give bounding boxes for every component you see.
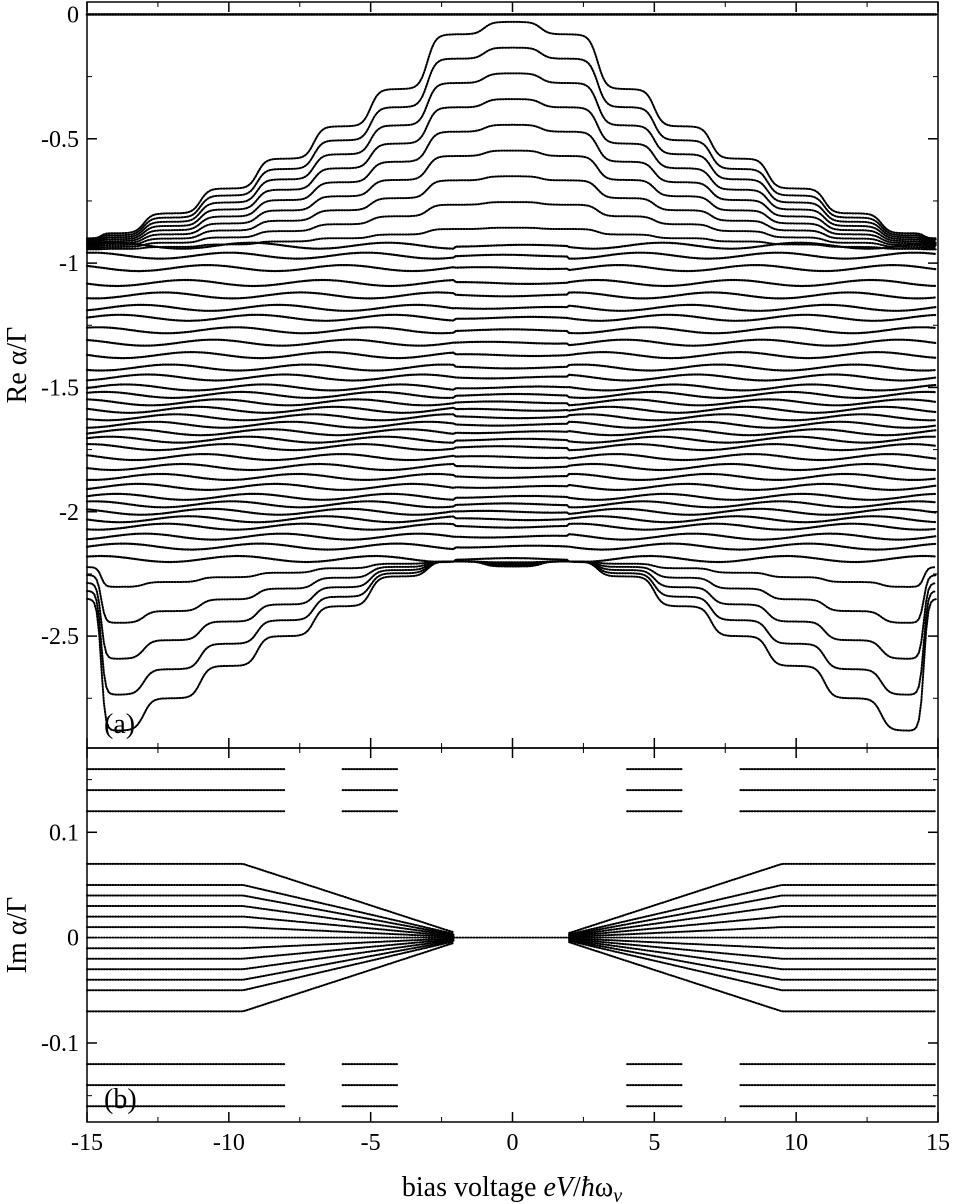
re-branch-upper — [86, 226, 937, 251]
im-branch — [86, 915, 937, 938]
x-tick-label: 10 — [784, 1130, 808, 1156]
re-branch-constant — [85, 554, 937, 564]
im-branch — [86, 884, 937, 936]
re-branch-constant — [85, 398, 937, 407]
panel-a-points — [85, 13, 937, 732]
x-axis-label: bias voltage eV/ħων — [402, 1172, 622, 1204]
re-branch-lower — [86, 560, 937, 624]
re-branch-lower — [86, 560, 937, 732]
re-branch-constant — [85, 482, 937, 491]
panel-b-frame — [86, 747, 939, 1123]
y-tick-label-a: -1.5 — [41, 375, 79, 401]
re-branch-lower — [86, 560, 937, 588]
panel-a-ylabel: Re α/Γ — [2, 327, 33, 404]
re-branch-upper — [86, 123, 937, 245]
re-branch-constant — [85, 264, 937, 273]
x-tick-label: 5 — [648, 1130, 660, 1156]
re-branch-upper — [86, 201, 937, 249]
panel-b-ylabel: Im α/Γ — [2, 897, 33, 974]
re-branch-constant — [85, 291, 937, 300]
re-branch-constant — [85, 351, 937, 360]
re-branch-constant — [85, 443, 937, 452]
y-tick-label-a: 0 — [67, 2, 79, 28]
re-branch-constant — [85, 363, 937, 372]
re-branch-constant — [85, 507, 937, 516]
re-branch-constant — [85, 472, 937, 481]
panel-b-label: (b) — [104, 1084, 137, 1115]
panel-a: 0 -0.5 -1 -1.5 -2 -2.5 (a) Re α/Γ — [2, 1, 939, 749]
re-branch-constant — [85, 251, 937, 260]
re-branch-constant — [85, 413, 937, 422]
im-branch — [86, 894, 937, 936]
im-branch — [86, 939, 937, 981]
re-branch-constant — [85, 383, 937, 392]
im-branch — [86, 937, 937, 950]
x-tick-label: -5 — [361, 1130, 381, 1156]
re-branch-constant — [85, 390, 937, 399]
re-branch-constant — [85, 313, 937, 322]
panel-a-ticks: 0 -0.5 -1 -1.5 -2 -2.5 — [41, 2, 938, 699]
re-branch-lower — [86, 560, 937, 696]
re-branch-constant — [85, 303, 937, 312]
y-tick-label-b: -0.1 — [41, 1031, 79, 1057]
re-branch-constant — [85, 373, 937, 382]
re-branch-upper — [86, 20, 937, 240]
panel-b-ticks: 0.1 0 -0.1 — [41, 779, 938, 1097]
re-branch-constant — [85, 435, 937, 444]
im-branch — [86, 905, 937, 937]
re-branch-upper — [86, 98, 937, 244]
re-branch-constant — [85, 500, 937, 509]
y-tick-label-a: -2.5 — [41, 624, 79, 650]
re-branch-constant — [85, 542, 937, 551]
im-branch — [86, 941, 937, 1013]
re-branch-constant — [85, 338, 937, 347]
x-tick-label: -10 — [213, 1130, 245, 1156]
im-branch — [86, 938, 937, 960]
re-branch-constant — [85, 428, 937, 437]
panel-b-points — [86, 768, 937, 1108]
re-branch-constant — [85, 420, 937, 429]
y-tick-label-a: -2 — [59, 500, 79, 526]
x-tick-label: 0 — [507, 1130, 519, 1156]
x-axis-ticks: -15 -10 -5 0 5 10 15 — [71, 2, 950, 1156]
im-branch — [86, 938, 937, 971]
re-branch-constant — [85, 405, 937, 414]
panel-b: 0.1 0 -0.1 (b) Im α/Γ — [2, 747, 939, 1123]
re-branch-constant — [85, 326, 937, 335]
re-branch-constant — [85, 462, 937, 472]
re-branch-upper — [86, 72, 937, 242]
im-branch — [86, 939, 937, 992]
re-branch-upper — [86, 46, 937, 241]
re-branch-constant — [85, 515, 937, 524]
y-tick-label-b: 0.1 — [49, 820, 79, 846]
re-branch-constant — [85, 522, 937, 531]
re-branch-constant — [85, 278, 937, 288]
re-branch-lower — [86, 560, 937, 660]
im-branch — [86, 926, 937, 938]
y-tick-label-a: -1 — [59, 251, 79, 277]
re-branch-upper — [86, 175, 937, 248]
panel-a-label: (a) — [104, 709, 135, 740]
y-tick-label-b: 0 — [67, 926, 79, 952]
panel-a-frame — [86, 1, 939, 749]
y-tick-label-a: -0.5 — [41, 127, 79, 153]
re-branch-constant — [85, 532, 937, 541]
x-tick-label: -15 — [71, 1130, 103, 1156]
re-branch-upper — [86, 149, 937, 247]
x-tick-label: 15 — [926, 1130, 950, 1156]
re-branch-constant — [85, 492, 937, 501]
re-branch-constant — [85, 453, 937, 462]
im-branch — [86, 862, 937, 934]
